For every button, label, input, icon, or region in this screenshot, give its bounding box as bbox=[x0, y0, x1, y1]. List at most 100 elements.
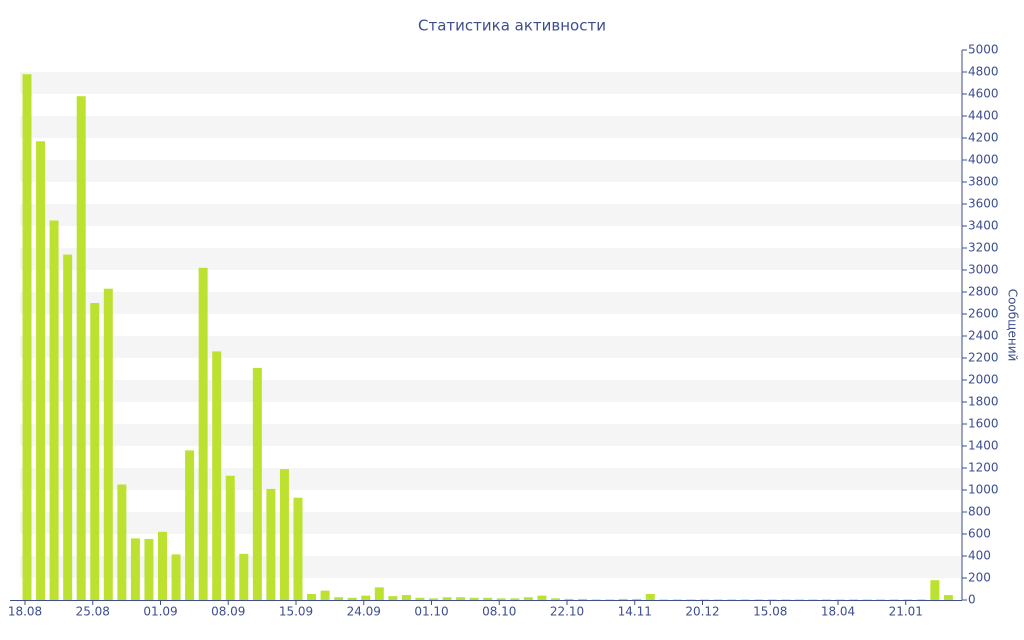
bar bbox=[849, 599, 859, 600]
bar bbox=[754, 599, 764, 600]
bar bbox=[510, 598, 520, 600]
y-tick-label: 0 bbox=[968, 593, 976, 607]
bar bbox=[686, 599, 696, 600]
bar bbox=[645, 593, 655, 600]
bar bbox=[130, 538, 140, 600]
bar bbox=[618, 598, 628, 600]
bar bbox=[429, 598, 438, 600]
grid-band bbox=[20, 248, 962, 270]
grid-band bbox=[20, 424, 962, 446]
y-tick-label: 2000 bbox=[968, 373, 999, 387]
bar bbox=[90, 303, 100, 600]
bar bbox=[469, 597, 479, 600]
y-tick-label: 600 bbox=[968, 527, 991, 541]
bar bbox=[564, 598, 574, 600]
y-tick-label: 1600 bbox=[968, 417, 999, 431]
bar bbox=[252, 367, 262, 600]
bar bbox=[821, 599, 831, 600]
y-tick-label: 3600 bbox=[968, 197, 999, 211]
y-tick-label: 4200 bbox=[968, 131, 999, 145]
bar bbox=[672, 599, 682, 600]
y-tick-label: 1200 bbox=[968, 461, 999, 475]
x-tick-label: 25.08 bbox=[76, 605, 110, 619]
bar bbox=[388, 596, 398, 600]
bar bbox=[415, 597, 425, 600]
bar bbox=[456, 597, 466, 600]
grid-band bbox=[20, 160, 962, 182]
y-tick-label: 4800 bbox=[968, 65, 999, 79]
bar bbox=[103, 288, 113, 600]
y-tick-label: 2600 bbox=[968, 307, 999, 321]
bar bbox=[916, 599, 926, 600]
x-tick-label: 08.09 bbox=[211, 605, 245, 619]
bar bbox=[76, 96, 86, 600]
bar bbox=[523, 597, 533, 600]
y-tick-label: 2800 bbox=[968, 285, 999, 299]
x-tick-label: 18.04 bbox=[821, 605, 855, 619]
y-tick-label: 400 bbox=[968, 549, 991, 563]
x-tick-label: 22.10 bbox=[550, 605, 584, 619]
grid-band bbox=[20, 468, 962, 490]
y-tick-label: 5000 bbox=[968, 43, 999, 57]
x-tick-label: 18.08 bbox=[8, 605, 42, 619]
x-tick-label: 14.11 bbox=[618, 605, 652, 619]
bar bbox=[144, 538, 154, 600]
bar bbox=[781, 599, 791, 600]
bar bbox=[49, 220, 59, 600]
bar bbox=[36, 141, 46, 601]
bar bbox=[632, 598, 642, 600]
bar bbox=[198, 267, 208, 600]
bar bbox=[591, 599, 601, 600]
bar bbox=[550, 598, 560, 600]
bar bbox=[63, 254, 73, 600]
bar bbox=[185, 450, 195, 600]
bar bbox=[496, 598, 506, 600]
bar bbox=[307, 593, 317, 600]
grid-band bbox=[20, 512, 962, 534]
bar bbox=[767, 599, 777, 600]
x-tick-label: 24.09 bbox=[347, 605, 381, 619]
bar bbox=[347, 597, 357, 600]
bar bbox=[605, 599, 615, 600]
grid-band bbox=[20, 336, 962, 358]
bar bbox=[225, 475, 235, 600]
grid-band bbox=[20, 72, 962, 94]
bar bbox=[578, 598, 588, 600]
bar bbox=[401, 595, 411, 600]
bar bbox=[700, 599, 709, 600]
grid-band bbox=[20, 204, 962, 226]
y-tick-label: 1400 bbox=[968, 439, 999, 453]
bar bbox=[483, 597, 493, 600]
bar bbox=[22, 74, 32, 600]
bar bbox=[727, 599, 737, 600]
x-tick-label: 01.09 bbox=[143, 605, 177, 619]
x-tick-label: 20.12 bbox=[685, 605, 719, 619]
bar bbox=[794, 599, 804, 600]
x-tick-label: 21.01 bbox=[889, 605, 923, 619]
y-tick-label: 4400 bbox=[968, 109, 999, 123]
bar bbox=[659, 599, 669, 600]
bar bbox=[266, 488, 276, 600]
bar bbox=[158, 531, 167, 600]
y-tick-label: 800 bbox=[968, 505, 991, 519]
bar bbox=[740, 599, 750, 600]
y-axis-label: Сообщений bbox=[1006, 289, 1020, 362]
bar bbox=[835, 599, 845, 600]
y-tick-label: 2400 bbox=[968, 329, 999, 343]
grid-band bbox=[20, 380, 962, 402]
grid-band bbox=[20, 292, 962, 314]
bar bbox=[117, 484, 127, 600]
chart-title: Статистика активности bbox=[418, 17, 606, 35]
y-tick-label: 3000 bbox=[968, 263, 999, 277]
x-tick-label: 15.08 bbox=[753, 605, 787, 619]
grid-band bbox=[20, 116, 962, 138]
bar bbox=[212, 351, 222, 600]
bar bbox=[374, 587, 384, 600]
bar bbox=[862, 599, 872, 600]
x-tick-label: 08.10 bbox=[482, 605, 516, 619]
bar bbox=[713, 599, 723, 600]
y-tick-label: 200 bbox=[968, 571, 991, 585]
bar bbox=[320, 590, 330, 600]
bar bbox=[889, 599, 899, 600]
